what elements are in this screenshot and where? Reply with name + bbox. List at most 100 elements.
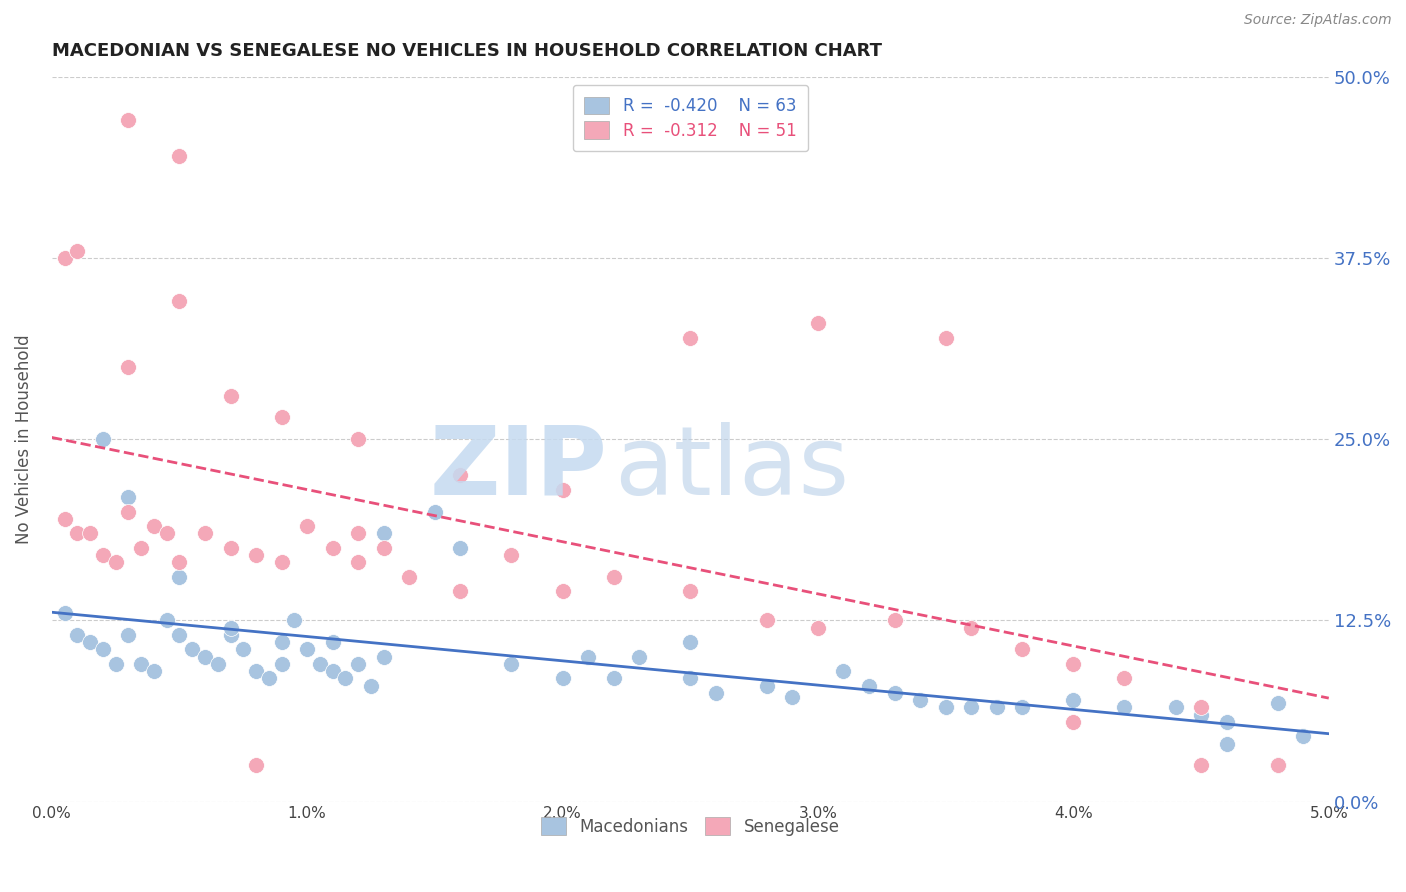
Point xyxy=(257,671,280,685)
Point xyxy=(1062,714,1084,729)
Point xyxy=(423,505,446,519)
Point xyxy=(360,679,382,693)
Point xyxy=(755,679,778,693)
Point xyxy=(832,664,855,678)
Point xyxy=(66,526,89,541)
Point xyxy=(309,657,332,671)
Point xyxy=(142,519,165,533)
Point xyxy=(270,410,292,425)
Point xyxy=(679,671,702,685)
Point xyxy=(322,635,344,649)
Point xyxy=(347,555,370,569)
Point xyxy=(117,628,139,642)
Point xyxy=(91,548,114,562)
Text: MACEDONIAN VS SENEGALESE NO VEHICLES IN HOUSEHOLD CORRELATION CHART: MACEDONIAN VS SENEGALESE NO VEHICLES IN … xyxy=(52,42,882,60)
Point xyxy=(169,555,191,569)
Point xyxy=(129,657,152,671)
Point xyxy=(322,541,344,555)
Legend: Macedonians, Senegalese: Macedonians, Senegalese xyxy=(533,809,848,844)
Point xyxy=(117,490,139,504)
Point xyxy=(66,628,89,642)
Point xyxy=(219,628,242,642)
Point xyxy=(576,649,599,664)
Point xyxy=(270,635,292,649)
Point xyxy=(283,613,305,627)
Point xyxy=(679,635,702,649)
Point xyxy=(181,642,204,657)
Point xyxy=(104,657,127,671)
Point xyxy=(449,541,471,555)
Point xyxy=(935,700,957,714)
Point xyxy=(117,505,139,519)
Point xyxy=(373,541,395,555)
Point xyxy=(373,649,395,664)
Point xyxy=(347,657,370,671)
Point xyxy=(807,316,830,330)
Point xyxy=(551,584,574,599)
Point xyxy=(602,671,624,685)
Point xyxy=(883,686,905,700)
Point xyxy=(117,359,139,374)
Point xyxy=(245,758,267,772)
Point xyxy=(551,483,574,497)
Point xyxy=(935,700,957,714)
Point xyxy=(1292,729,1315,743)
Point xyxy=(347,526,370,541)
Point xyxy=(883,613,905,627)
Point xyxy=(169,628,191,642)
Point xyxy=(270,555,292,569)
Point xyxy=(194,649,217,664)
Point xyxy=(219,388,242,402)
Point xyxy=(679,330,702,344)
Point xyxy=(219,621,242,635)
Point xyxy=(245,664,267,678)
Point xyxy=(53,512,76,526)
Point xyxy=(156,526,179,541)
Point xyxy=(807,621,830,635)
Point xyxy=(1189,700,1212,714)
Point xyxy=(1114,700,1136,714)
Point xyxy=(449,468,471,483)
Point xyxy=(1215,714,1237,729)
Point xyxy=(156,613,179,627)
Point xyxy=(245,548,267,562)
Point xyxy=(1267,758,1289,772)
Text: ZIP: ZIP xyxy=(429,422,607,515)
Point xyxy=(91,642,114,657)
Point xyxy=(1114,671,1136,685)
Point xyxy=(169,149,191,163)
Point xyxy=(91,432,114,446)
Point xyxy=(322,664,344,678)
Point xyxy=(219,541,242,555)
Point xyxy=(53,606,76,620)
Point xyxy=(1267,696,1289,710)
Point xyxy=(104,555,127,569)
Point xyxy=(373,526,395,541)
Point xyxy=(960,700,983,714)
Point xyxy=(679,584,702,599)
Point xyxy=(117,113,139,128)
Point xyxy=(53,251,76,265)
Text: Source: ZipAtlas.com: Source: ZipAtlas.com xyxy=(1244,13,1392,28)
Point xyxy=(628,649,651,664)
Point xyxy=(960,621,983,635)
Point xyxy=(1164,700,1187,714)
Point xyxy=(858,679,880,693)
Point xyxy=(501,548,523,562)
Point xyxy=(449,584,471,599)
Point xyxy=(755,613,778,627)
Point xyxy=(142,664,165,678)
Point xyxy=(207,657,229,671)
Point xyxy=(79,635,101,649)
Point xyxy=(347,432,370,446)
Point xyxy=(501,657,523,671)
Point xyxy=(602,570,624,584)
Point xyxy=(295,642,318,657)
Point xyxy=(1011,700,1033,714)
Point xyxy=(232,642,254,657)
Point xyxy=(704,686,727,700)
Point xyxy=(335,671,357,685)
Point xyxy=(129,541,152,555)
Point xyxy=(908,693,931,707)
Point xyxy=(1189,707,1212,722)
